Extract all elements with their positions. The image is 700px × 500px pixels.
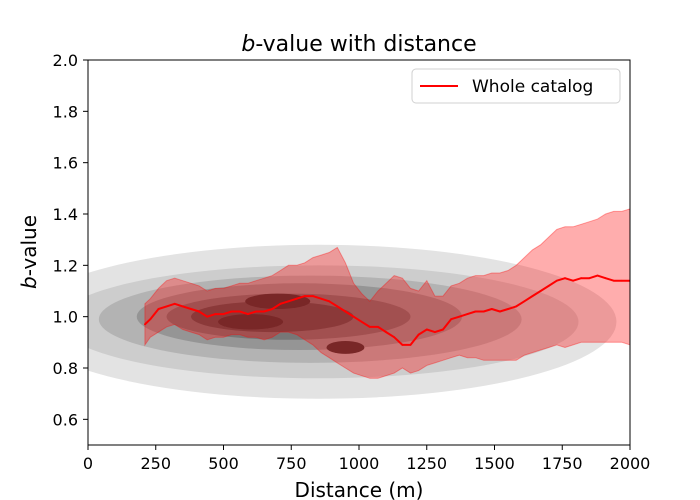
data-point — [385, 331, 387, 333]
x-tick-label: 1500 — [474, 454, 515, 473]
data-point — [409, 344, 412, 346]
data-point — [458, 315, 461, 318]
legend-label-whole-catalog: Whole catalog — [472, 77, 593, 97]
data-point — [157, 308, 160, 310]
data-point — [393, 336, 396, 339]
data-point — [499, 310, 501, 313]
x-tick-label: 500 — [208, 454, 239, 473]
y-tick-label: 1.8 — [53, 102, 78, 121]
y-axis-ticks: 0.6 0.8 1.0 1.2 1.4 1.6 1.8 2.0 — [53, 51, 88, 429]
x-tick-label: 2000 — [610, 454, 651, 473]
legend: Whole catalog — [411, 68, 621, 104]
data-point — [255, 310, 257, 313]
density-level-7 — [245, 293, 311, 309]
data-point — [523, 300, 526, 303]
data-point — [344, 310, 347, 313]
data-point — [206, 315, 209, 318]
data-point — [190, 308, 192, 310]
data-point — [482, 310, 485, 313]
density-level-6 — [218, 314, 284, 330]
data-point — [377, 326, 379, 328]
x-axis-ticks: 0 250 500 750 1000 1250 1500 1750 2000 — [83, 445, 650, 473]
data-point — [547, 284, 550, 287]
data-point — [490, 308, 493, 310]
y-tick-label: 0.6 — [53, 410, 78, 429]
x-tick-label: 0 — [83, 454, 93, 473]
data-point — [246, 313, 249, 315]
x-tick-label: 1750 — [542, 454, 583, 473]
data-point — [442, 328, 444, 331]
data-point — [279, 302, 282, 305]
y-tick-label: 1.2 — [53, 256, 78, 275]
data-point — [604, 277, 607, 280]
data-point — [515, 305, 518, 308]
density-contours — [88, 244, 617, 399]
data-point — [271, 308, 274, 310]
y-axis-label: b-value — [17, 215, 41, 289]
data-point — [295, 297, 298, 300]
data-point — [320, 297, 322, 300]
data-point — [360, 320, 363, 323]
data-point — [433, 331, 436, 333]
data-point — [620, 279, 623, 282]
data-point — [401, 344, 404, 346]
data-point — [336, 305, 339, 308]
data-point — [165, 305, 168, 308]
y-tick-label: 2.0 — [53, 51, 78, 70]
data-point — [596, 274, 599, 277]
data-point — [466, 313, 469, 315]
data-point — [425, 328, 428, 331]
data-point — [198, 310, 201, 313]
y-tick-label: 1.0 — [53, 308, 78, 327]
y-tick-label: 1.4 — [53, 205, 78, 224]
data-point — [230, 310, 233, 313]
data-point — [612, 279, 615, 282]
data-point — [564, 277, 566, 280]
data-point — [238, 310, 241, 313]
data-point — [303, 295, 306, 298]
data-point — [531, 295, 534, 298]
data-point — [263, 310, 266, 313]
data-point — [214, 313, 217, 315]
density-level-8 — [326, 341, 365, 354]
data-point — [352, 315, 355, 318]
data-point — [555, 279, 558, 282]
data-point — [287, 300, 290, 303]
data-point — [580, 277, 583, 280]
data-point — [328, 300, 331, 303]
data-point — [173, 302, 176, 305]
x-axis-label: Distance (m) — [295, 478, 424, 500]
data-point — [450, 318, 453, 321]
data-point — [368, 326, 371, 328]
data-point — [149, 318, 152, 321]
data-point — [474, 310, 477, 313]
uncertainty-band — [144, 208, 630, 379]
data-point — [181, 305, 184, 308]
data-point — [222, 313, 225, 315]
y-tick-label: 0.8 — [53, 359, 78, 378]
data-point — [312, 295, 314, 298]
y-tick-label: 1.6 — [53, 154, 78, 173]
data-point — [588, 277, 591, 280]
x-tick-label: 250 — [140, 454, 171, 473]
x-tick-label: 1000 — [339, 454, 380, 473]
data-point — [572, 279, 574, 282]
band-area — [144, 208, 630, 379]
data-point — [144, 323, 146, 326]
legend-box — [411, 68, 621, 104]
data-point — [417, 333, 420, 336]
x-tick-label: 750 — [276, 454, 307, 473]
data-point — [539, 290, 542, 292]
chart-title: b-value with distance — [241, 32, 476, 57]
x-tick-label: 1250 — [406, 454, 447, 473]
data-point — [507, 308, 509, 310]
